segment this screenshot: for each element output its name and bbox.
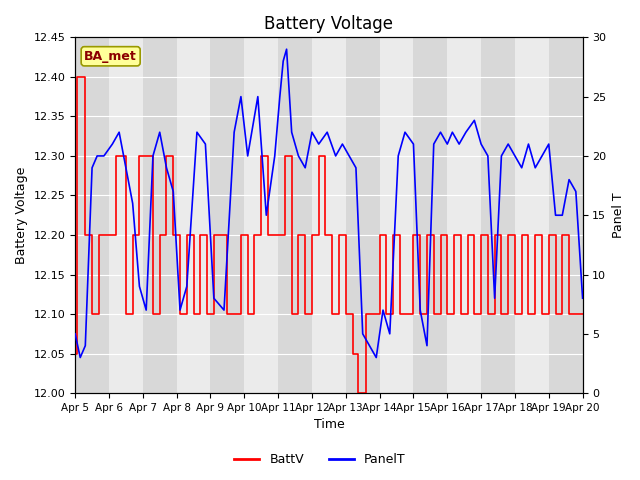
Y-axis label: Battery Voltage: Battery Voltage	[15, 167, 28, 264]
Bar	[177, 37, 211, 393]
Bar	[380, 37, 413, 393]
Bar	[515, 37, 548, 393]
X-axis label: Time: Time	[314, 419, 344, 432]
Bar	[447, 37, 481, 393]
Bar	[312, 37, 346, 393]
Y-axis label: Panel T: Panel T	[612, 192, 625, 238]
Title: Battery Voltage: Battery Voltage	[264, 15, 394, 33]
Legend: BattV, PanelT: BattV, PanelT	[229, 448, 411, 471]
Bar	[244, 37, 278, 393]
Bar	[109, 37, 143, 393]
Text: BA_met: BA_met	[84, 50, 137, 63]
